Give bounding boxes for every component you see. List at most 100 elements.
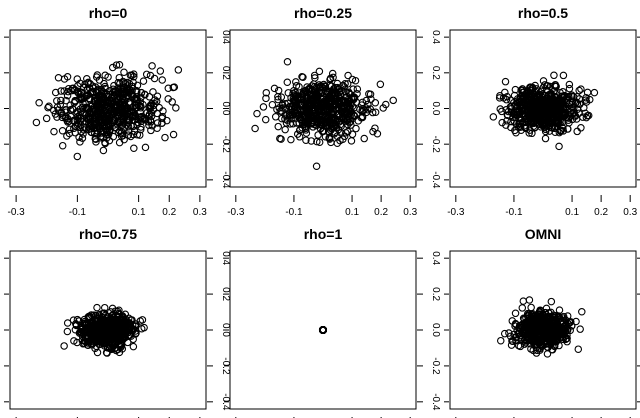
data-point (529, 338, 537, 346)
data-point (510, 330, 518, 339)
data-point (336, 87, 344, 96)
data-point (541, 127, 550, 136)
points-group (60, 303, 148, 357)
data-point (95, 311, 103, 319)
data-point (507, 341, 516, 349)
plot-frame (9, 250, 207, 410)
data-point (543, 86, 551, 94)
data-point (518, 92, 527, 100)
data-point (62, 106, 70, 114)
data-point (63, 327, 72, 336)
data-point (306, 84, 315, 93)
data-point (334, 125, 343, 134)
data-point (555, 128, 564, 137)
data-point (76, 138, 84, 146)
data-point (362, 96, 371, 105)
data-point (138, 316, 147, 324)
data-point (158, 112, 167, 121)
data-point (570, 104, 578, 112)
data-point (506, 103, 515, 111)
data-point (268, 100, 277, 109)
data-point (576, 325, 584, 333)
data-point (101, 138, 109, 147)
x-tick-label: 0.3 (623, 207, 637, 218)
panel-title: rho=1 (304, 226, 343, 242)
data-point (42, 114, 51, 123)
data-point (360, 134, 368, 143)
data-point (65, 125, 74, 133)
data-point (558, 327, 567, 336)
data-point (286, 120, 294, 128)
data-point (302, 136, 310, 144)
data-point (511, 85, 520, 94)
data-point (332, 117, 341, 125)
data-point (300, 98, 308, 106)
data-point (307, 86, 316, 95)
data-point (88, 82, 97, 90)
data-point (546, 101, 555, 110)
data-point (92, 138, 100, 146)
data-point (73, 121, 81, 129)
data-point (100, 303, 109, 312)
data-point (112, 346, 120, 355)
data-point (84, 115, 92, 123)
data-point (76, 105, 85, 113)
panel-title: rho=0 (89, 5, 128, 21)
data-point (130, 73, 138, 81)
data-point (130, 96, 139, 104)
data-point (85, 108, 94, 116)
data-point (103, 349, 111, 357)
data-point (79, 130, 87, 138)
y-tick-label: -0.4 (430, 393, 441, 411)
data-point (262, 94, 270, 103)
data-point (534, 324, 542, 333)
data-point (315, 108, 323, 116)
data-point (356, 105, 364, 114)
data-point (95, 97, 103, 106)
data-point (114, 78, 122, 87)
data-point (314, 99, 322, 108)
data-point (508, 337, 516, 345)
data-point (511, 113, 520, 122)
data-point (106, 315, 115, 324)
data-point (350, 111, 359, 120)
points-group (32, 61, 183, 161)
data-point (158, 76, 166, 84)
data-point (118, 128, 126, 136)
data-point (130, 127, 139, 135)
data-point (513, 98, 522, 107)
data-point (99, 146, 108, 155)
data-point (340, 101, 348, 110)
data-point (307, 96, 316, 105)
data-point (270, 84, 279, 93)
data-point (118, 89, 126, 97)
data-point (536, 107, 544, 116)
data-point (536, 306, 544, 314)
data-point (108, 63, 117, 72)
data-point (336, 136, 344, 145)
panel-title: rho=0.25 (294, 5, 352, 21)
data-point (174, 66, 183, 74)
data-point (527, 303, 535, 312)
data-point (344, 71, 352, 80)
data-point (274, 86, 283, 95)
points-group (497, 296, 586, 358)
data-point (573, 127, 581, 136)
data-point (287, 135, 295, 144)
data-point (63, 132, 71, 140)
data-point (172, 104, 180, 112)
data-point (297, 114, 305, 122)
x-tick-label: 0.1 (345, 207, 359, 218)
data-point (525, 296, 534, 304)
data-point (107, 339, 116, 347)
data-point (528, 318, 536, 327)
data-point (313, 137, 321, 146)
data-point (565, 84, 574, 93)
data-point (141, 143, 150, 152)
data-point (364, 100, 372, 109)
data-point (545, 106, 554, 114)
data-point (535, 97, 544, 105)
data-point (518, 304, 527, 312)
data-point (100, 79, 108, 88)
